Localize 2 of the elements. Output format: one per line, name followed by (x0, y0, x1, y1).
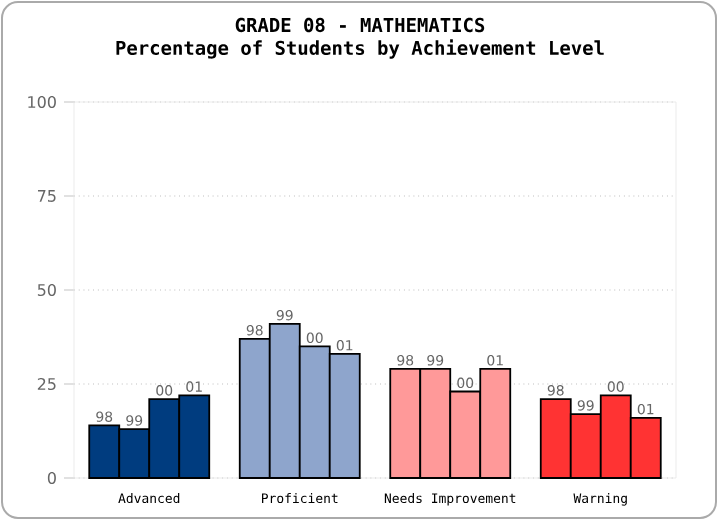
chart-title: GRADE 08 - MATHEMATICS (235, 17, 485, 33)
chart-subtitle: Percentage of Students by Achievement Level (116, 39, 604, 59)
